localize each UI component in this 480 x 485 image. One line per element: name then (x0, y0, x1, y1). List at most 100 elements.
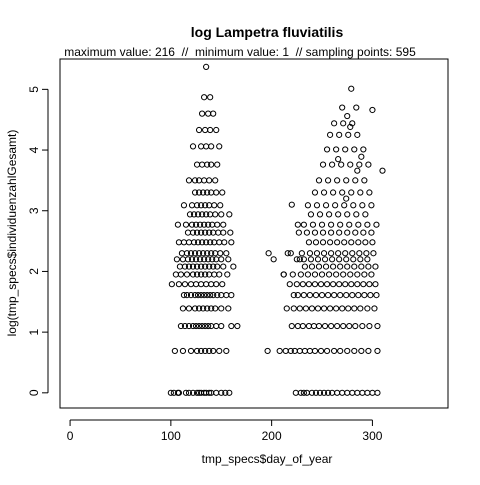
data-point (359, 202, 366, 209)
data-point (265, 250, 272, 257)
data-point (227, 229, 234, 236)
y-tick-label: 1 (27, 328, 41, 335)
data-point (204, 189, 211, 196)
data-point (193, 263, 201, 270)
data-point (374, 322, 381, 330)
data-point (177, 271, 185, 278)
data-point (366, 281, 373, 288)
data-point (337, 347, 344, 355)
data-point (357, 305, 364, 312)
data-point (213, 189, 220, 196)
data-point (203, 211, 210, 218)
data-point (214, 221, 221, 228)
data-point (339, 305, 346, 312)
data-point (187, 292, 195, 299)
data-point (202, 322, 209, 330)
data-point (362, 239, 369, 246)
data-point (218, 322, 225, 330)
data-point (198, 110, 206, 117)
data-point (313, 202, 321, 209)
data-point (348, 239, 355, 246)
data-point (264, 347, 271, 355)
data-point (194, 211, 202, 218)
data-point (191, 189, 199, 196)
data-point (362, 211, 369, 218)
data-point (327, 322, 335, 330)
data-point (327, 221, 335, 228)
data-point (300, 221, 307, 228)
data-point (359, 322, 366, 330)
data-point (220, 263, 227, 270)
data-point (189, 389, 197, 396)
data-point (296, 256, 303, 263)
data-point (197, 202, 205, 209)
data-point (276, 347, 283, 355)
data-point (311, 229, 319, 236)
data-point (200, 305, 207, 312)
data-point (198, 322, 206, 330)
data-point (314, 256, 322, 263)
data-point (202, 271, 209, 278)
data-point (309, 221, 317, 228)
data-point (193, 347, 201, 355)
data-point (195, 305, 203, 312)
data-point (334, 239, 341, 246)
data-point (354, 271, 361, 278)
y-tick-label: 4 (27, 146, 41, 153)
data-point (175, 389, 183, 396)
data-point (196, 221, 204, 228)
data-point (181, 281, 189, 288)
data-point (204, 250, 211, 257)
data-point (192, 221, 200, 228)
x-axis: 0 100 200 300 (67, 419, 383, 443)
data-point (355, 221, 362, 228)
data-point (329, 256, 336, 263)
data-point (216, 271, 223, 278)
data-point (341, 239, 348, 246)
data-point (210, 263, 217, 270)
data-point (337, 221, 344, 228)
data-point (204, 305, 211, 312)
data-point (374, 347, 381, 355)
data-point (189, 229, 197, 236)
data-point (361, 177, 368, 184)
data-point (320, 250, 328, 257)
data-point (320, 189, 328, 196)
data-point (308, 263, 316, 270)
data-point (360, 146, 367, 153)
data-point (219, 281, 226, 288)
data-point (335, 211, 342, 218)
data-point (195, 322, 203, 330)
data-point (191, 292, 199, 299)
data-point (311, 189, 319, 196)
data-point (369, 106, 376, 114)
data-point (321, 322, 329, 330)
data-point (330, 281, 337, 288)
data-point (339, 189, 346, 196)
plot-frame (59, 58, 449, 409)
data-point (316, 389, 324, 396)
data-point (320, 389, 328, 396)
data-point (182, 221, 190, 228)
data-point (218, 211, 225, 218)
data-point (313, 250, 321, 257)
chart-title: log Lampetra fluviatilis (191, 24, 344, 40)
data-point (220, 221, 227, 228)
data-point (311, 347, 319, 355)
x-tick-label: 200 (262, 429, 282, 443)
data-point (284, 250, 291, 257)
data-point (348, 281, 355, 288)
data-point (344, 347, 351, 355)
data-point (351, 347, 358, 355)
data-point (353, 104, 360, 111)
data-point (230, 263, 237, 270)
data-point (191, 305, 199, 312)
data-point (204, 292, 211, 299)
data-point (217, 202, 224, 209)
data-point (188, 256, 196, 263)
data-point (202, 202, 209, 209)
data-point (352, 322, 359, 330)
data-point (370, 250, 377, 257)
data-point (347, 271, 354, 278)
data-point (331, 120, 338, 127)
